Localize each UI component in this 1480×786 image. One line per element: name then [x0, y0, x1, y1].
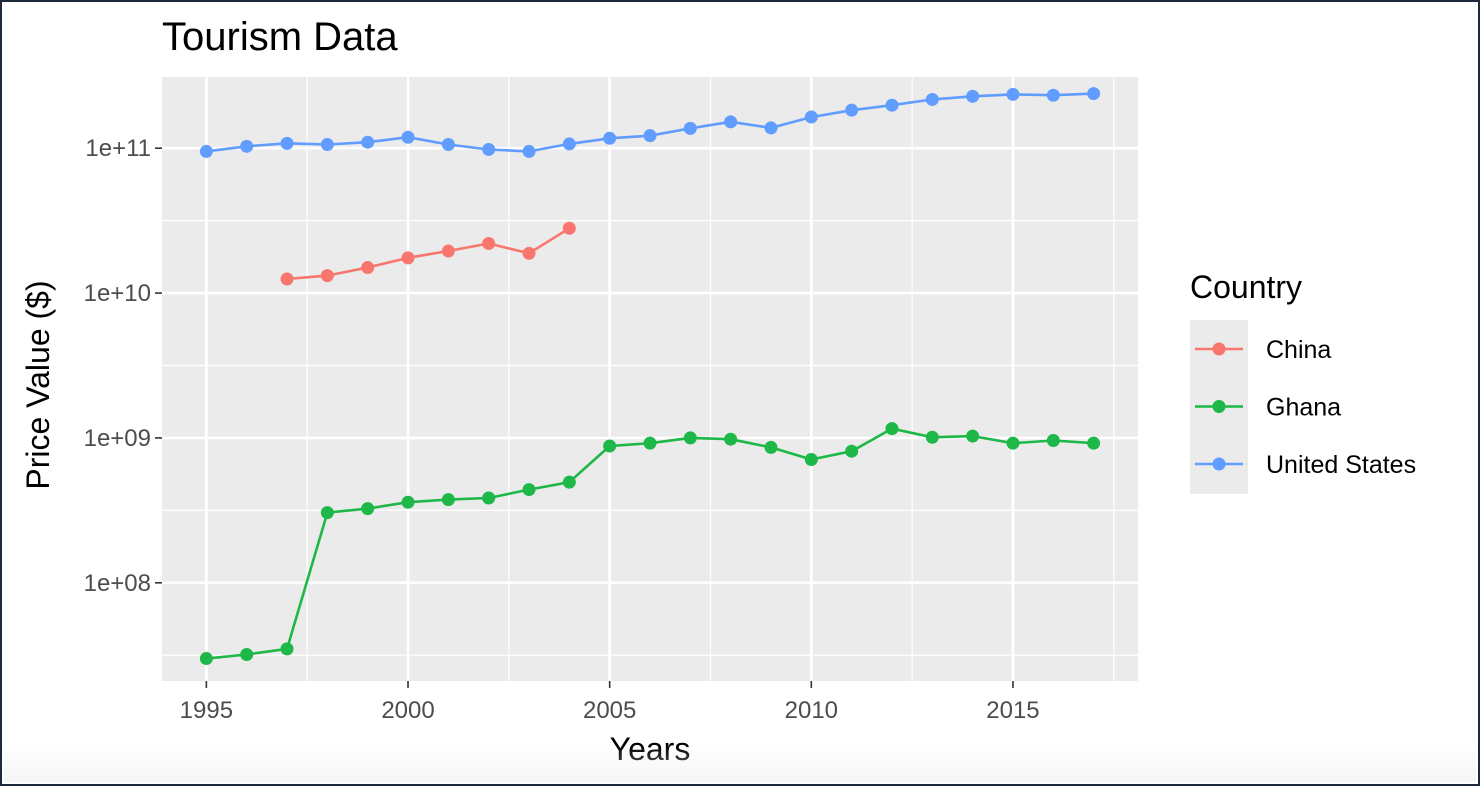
data-point-ghana: [562, 475, 576, 489]
major-gridlines: [162, 77, 1138, 681]
data-point-united-states: [522, 144, 536, 158]
series-layer: [199, 87, 1101, 666]
data-point-united-states: [401, 130, 415, 144]
data-point-united-states: [1046, 88, 1060, 102]
chart-title: Tourism Data: [162, 15, 398, 59]
data-point-united-states: [240, 139, 254, 153]
data-point-ghana: [603, 439, 617, 453]
legend-key-point-china: [1212, 342, 1226, 356]
data-point-united-states: [764, 121, 778, 135]
data-point-ghana: [643, 436, 657, 450]
data-point-ghana: [441, 493, 455, 507]
data-point-united-states: [724, 115, 738, 129]
y-axis-title: Price Value ($): [20, 280, 56, 489]
data-point-ghana: [1006, 436, 1020, 450]
data-point-china: [320, 269, 334, 283]
data-point-ghana: [482, 491, 496, 505]
legend-title: Country: [1190, 269, 1302, 305]
x-axis-title: Years: [610, 731, 691, 767]
x-tick-label: 2010: [785, 697, 838, 724]
data-point-ghana: [885, 422, 899, 436]
y-tick-label: 1e+08: [84, 570, 151, 597]
data-point-ghana: [925, 430, 939, 444]
data-point-china: [401, 251, 415, 265]
data-point-china: [562, 221, 576, 235]
data-point-united-states: [603, 131, 617, 145]
data-point-united-states: [885, 98, 899, 112]
data-point-united-states: [966, 89, 980, 103]
data-point-china: [441, 244, 455, 258]
data-point-china: [361, 261, 375, 275]
plot-panel: [162, 77, 1138, 681]
data-point-united-states: [482, 142, 496, 156]
data-point-ghana: [401, 495, 415, 509]
data-point-ghana: [240, 647, 254, 661]
data-point-ghana: [280, 642, 294, 656]
data-point-ghana: [804, 452, 818, 466]
x-tick-label: 2000: [381, 697, 434, 724]
y-axis: 1e+08 1e+09 1e+10 1e+11: [84, 135, 162, 597]
data-point-united-states: [1006, 87, 1020, 101]
data-point-united-states: [320, 138, 334, 152]
data-point-ghana: [724, 432, 738, 446]
data-point-ghana: [1087, 436, 1101, 450]
legend-item-united-states: United States: [1195, 451, 1416, 479]
data-point-united-states: [1087, 87, 1101, 101]
data-point-ghana: [199, 652, 213, 666]
data-point-united-states: [683, 121, 697, 135]
data-point-china: [522, 246, 536, 260]
legend-label-ghana: Ghana: [1266, 394, 1341, 422]
data-point-ghana: [361, 502, 375, 516]
x-tick-label: 2005: [583, 697, 636, 724]
legend-item-ghana: Ghana: [1195, 394, 1341, 422]
data-point-ghana: [1046, 434, 1060, 448]
legend-key-point-united-states: [1212, 457, 1226, 471]
data-point-united-states: [925, 92, 939, 106]
x-axis: 1995 2000 2005 2010 2015: [180, 681, 1040, 724]
data-point-united-states: [280, 136, 294, 150]
x-tick-label: 1995: [180, 697, 233, 724]
legend: Country China Ghana United States: [1190, 269, 1416, 494]
data-point-ghana: [683, 431, 697, 445]
y-tick-label: 1e+11: [85, 135, 151, 162]
series-china: [280, 221, 576, 286]
data-point-united-states: [845, 103, 859, 117]
data-point-ghana: [320, 506, 334, 520]
data-point-united-states: [562, 137, 576, 151]
legend-label-united-states: United States: [1266, 451, 1416, 479]
series-united-states: [199, 87, 1101, 158]
data-point-ghana: [966, 429, 980, 443]
legend-label-china: China: [1266, 336, 1331, 364]
data-point-united-states: [361, 135, 375, 149]
data-point-united-states: [643, 129, 657, 143]
data-point-united-states: [199, 144, 213, 158]
data-point-united-states: [804, 110, 818, 124]
y-tick-label: 1e+10: [84, 280, 151, 307]
legend-item-china: China: [1195, 336, 1331, 364]
data-point-united-states: [441, 138, 455, 152]
x-tick-label: 2015: [986, 697, 1039, 724]
y-tick-label: 1e+09: [84, 425, 151, 452]
data-point-ghana: [522, 483, 536, 497]
legend-key-point-ghana: [1212, 400, 1226, 413]
data-point-ghana: [845, 444, 859, 458]
series-ghana: [199, 422, 1101, 666]
data-point-china: [482, 236, 496, 250]
data-point-ghana: [764, 440, 778, 454]
data-point-china: [280, 272, 294, 286]
series-line-china: [286, 227, 570, 281]
